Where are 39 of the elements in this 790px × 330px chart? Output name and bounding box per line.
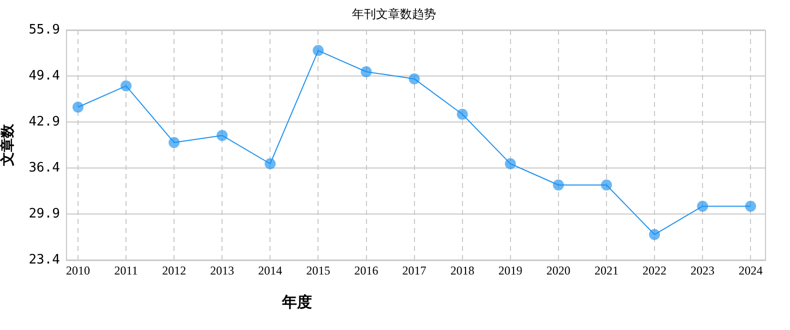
point — [552, 179, 564, 190]
x-tick-label: 2022 — [642, 263, 667, 278]
y-tick-label: 36.4 — [28, 160, 60, 176]
x-tick-label: 2013 — [210, 263, 234, 278]
x-tick-label: 2014 — [258, 263, 282, 278]
x-tick-label: 2023 — [690, 263, 715, 278]
chart-title: 年刊文章数趋势 — [352, 7, 436, 22]
point — [697, 200, 708, 212]
x-tick-label: 2016 — [354, 263, 378, 278]
x-tick-label: 2012 — [162, 263, 186, 278]
point — [216, 130, 228, 141]
point — [456, 108, 468, 120]
point — [72, 102, 84, 113]
x-tick-label: 2021 — [594, 263, 618, 278]
x-tick-label: 2010 — [66, 263, 90, 278]
y-tick-label: 42.9 — [28, 114, 60, 130]
y-axis-title: 文章数 — [0, 123, 16, 167]
point — [264, 158, 276, 170]
x-axis-title: 年度 — [281, 292, 312, 311]
x-tick-label: 2018 — [450, 263, 474, 278]
point — [408, 73, 420, 84]
point — [120, 80, 132, 92]
x-tick-label: 2017 — [402, 263, 426, 278]
x-tick-label: 2011 — [114, 263, 138, 278]
point — [649, 229, 660, 240]
y-tick-label: 23.4 — [28, 252, 60, 268]
x-tick-label: 2015 — [306, 263, 330, 278]
point — [600, 179, 612, 190]
x-tick-label: 2020 — [546, 263, 570, 278]
point — [312, 45, 324, 56]
point — [360, 66, 372, 78]
y-tick-label: 29.9 — [28, 206, 60, 222]
y-tick-label: 55.9 — [28, 22, 60, 38]
point — [168, 137, 180, 148]
x-tick-label: 2024 — [738, 263, 763, 278]
x-tick-label: 2019 — [498, 263, 522, 278]
point — [745, 200, 756, 212]
y-tick-label: 49.4 — [28, 68, 60, 84]
point — [504, 158, 516, 170]
